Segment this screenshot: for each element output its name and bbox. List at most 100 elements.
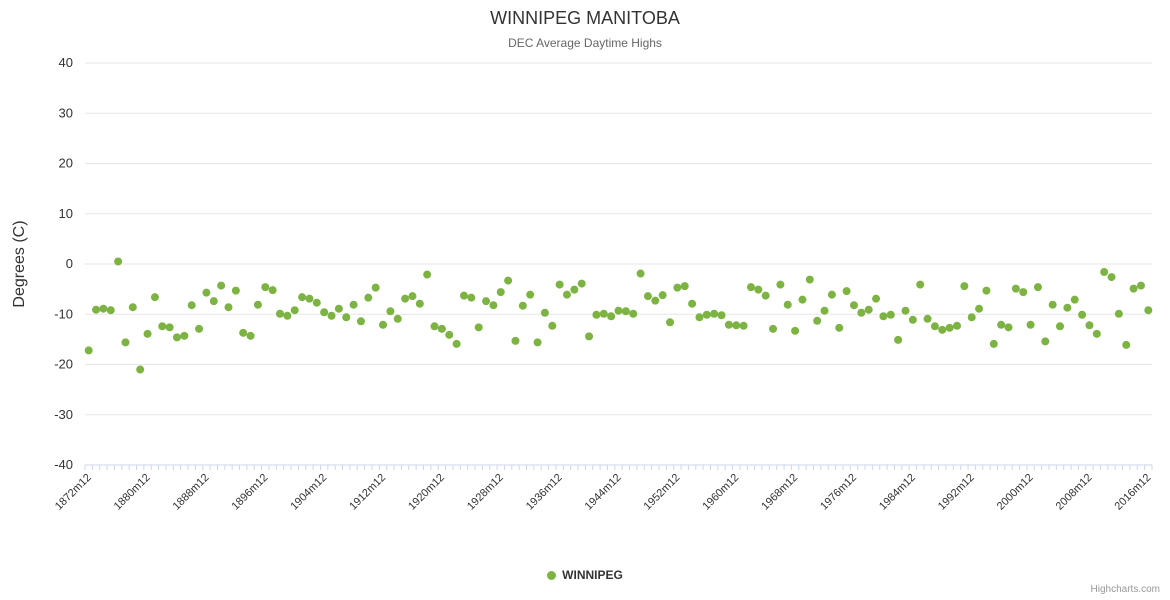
data-point-1923[interactable] bbox=[459, 291, 468, 300]
data-point-2008[interactable] bbox=[1085, 321, 1094, 330]
data-point-1928[interactable] bbox=[496, 288, 505, 297]
data-point-1886[interactable] bbox=[187, 301, 196, 310]
data-point-1879[interactable] bbox=[136, 365, 145, 374]
data-point-1918[interactable] bbox=[423, 270, 432, 279]
data-point-1978[interactable] bbox=[864, 305, 873, 314]
data-point-1907[interactable] bbox=[342, 313, 351, 322]
data-point-1873[interactable] bbox=[92, 305, 101, 314]
data-point-1931[interactable] bbox=[518, 301, 527, 310]
data-point-1892[interactable] bbox=[231, 286, 240, 295]
data-point-1894[interactable] bbox=[246, 331, 255, 340]
data-point-2016[interactable] bbox=[1144, 306, 1153, 315]
data-point-1951[interactable] bbox=[666, 318, 675, 327]
data-point-1874[interactable] bbox=[99, 304, 108, 313]
data-point-1976[interactable] bbox=[849, 301, 858, 310]
data-point-1988[interactable] bbox=[938, 325, 947, 334]
data-point-1943[interactable] bbox=[607, 312, 616, 321]
data-point-1982[interactable] bbox=[894, 335, 903, 344]
data-point-2010[interactable] bbox=[1100, 268, 1109, 277]
data-point-1878[interactable] bbox=[128, 303, 137, 312]
data-point-1876[interactable] bbox=[114, 257, 123, 266]
data-point-1905[interactable] bbox=[327, 311, 336, 320]
data-point-1875[interactable] bbox=[106, 306, 115, 315]
data-point-1922[interactable] bbox=[452, 339, 461, 348]
data-point-1970[interactable] bbox=[805, 275, 814, 284]
data-point-1944[interactable] bbox=[614, 306, 623, 315]
data-point-1880[interactable] bbox=[143, 329, 152, 338]
data-point-1987[interactable] bbox=[930, 322, 939, 331]
data-point-1941[interactable] bbox=[592, 310, 601, 319]
data-point-2000[interactable] bbox=[1026, 320, 1035, 329]
data-point-1888[interactable] bbox=[202, 288, 211, 297]
data-point-1891[interactable] bbox=[224, 303, 233, 312]
data-point-1906[interactable] bbox=[334, 304, 343, 313]
data-point-1936[interactable] bbox=[555, 280, 564, 289]
data-point-1950[interactable] bbox=[658, 291, 667, 300]
data-point-1940[interactable] bbox=[585, 332, 594, 341]
data-point-1974[interactable] bbox=[835, 323, 844, 332]
data-point-1938[interactable] bbox=[570, 285, 579, 294]
data-point-1969[interactable] bbox=[798, 295, 807, 304]
data-point-1889[interactable] bbox=[209, 297, 218, 306]
data-point-1965[interactable] bbox=[769, 324, 778, 333]
data-point-1960[interactable] bbox=[732, 321, 741, 330]
data-point-1920[interactable] bbox=[437, 324, 446, 333]
data-point-1972[interactable] bbox=[820, 306, 829, 315]
data-point-2009[interactable] bbox=[1092, 329, 1101, 338]
data-point-1884[interactable] bbox=[172, 333, 181, 342]
legend-item-winnipeg[interactable]: WINNIPEG bbox=[547, 568, 623, 582]
data-point-1967[interactable] bbox=[783, 300, 792, 309]
data-point-1996[interactable] bbox=[997, 320, 1006, 329]
data-point-1877[interactable] bbox=[121, 338, 130, 347]
data-point-1910[interactable] bbox=[364, 293, 373, 302]
data-point-1984[interactable] bbox=[908, 315, 917, 324]
data-point-2013[interactable] bbox=[1122, 340, 1131, 349]
data-point-1963[interactable] bbox=[754, 285, 763, 294]
data-point-2007[interactable] bbox=[1078, 310, 1087, 319]
data-point-1973[interactable] bbox=[827, 290, 836, 299]
data-point-1977[interactable] bbox=[857, 308, 866, 317]
data-point-1968[interactable] bbox=[791, 326, 800, 335]
data-point-1872[interactable] bbox=[84, 346, 93, 355]
data-point-2014[interactable] bbox=[1129, 284, 1138, 293]
data-point-1883[interactable] bbox=[165, 323, 174, 332]
data-point-1904[interactable] bbox=[320, 308, 329, 317]
data-point-1958[interactable] bbox=[717, 311, 726, 320]
data-point-1913[interactable] bbox=[386, 307, 395, 316]
data-point-2006[interactable] bbox=[1070, 295, 1079, 304]
data-point-1993[interactable] bbox=[975, 304, 984, 313]
data-point-2012[interactable] bbox=[1114, 309, 1123, 318]
data-point-1991[interactable] bbox=[960, 282, 969, 291]
data-point-1897[interactable] bbox=[268, 286, 277, 295]
data-point-1885[interactable] bbox=[180, 331, 189, 340]
data-point-1927[interactable] bbox=[489, 301, 498, 310]
data-point-1983[interactable] bbox=[901, 306, 910, 315]
data-point-1952[interactable] bbox=[673, 283, 682, 292]
data-point-1925[interactable] bbox=[474, 323, 483, 332]
data-point-2005[interactable] bbox=[1063, 303, 1072, 312]
data-point-1916[interactable] bbox=[408, 292, 417, 301]
data-point-1921[interactable] bbox=[445, 330, 454, 339]
highcharts-credit-link[interactable]: Highcharts.com bbox=[1090, 584, 1160, 595]
data-point-1881[interactable] bbox=[150, 293, 159, 302]
data-point-1997[interactable] bbox=[1004, 323, 1013, 332]
data-point-1980[interactable] bbox=[879, 312, 888, 321]
data-point-1955[interactable] bbox=[695, 313, 704, 322]
data-point-1917[interactable] bbox=[415, 299, 424, 308]
data-point-2003[interactable] bbox=[1048, 300, 1057, 309]
data-point-1900[interactable] bbox=[290, 306, 299, 315]
data-point-1981[interactable] bbox=[886, 310, 895, 319]
data-point-1919[interactable] bbox=[430, 322, 439, 331]
data-point-1890[interactable] bbox=[217, 281, 226, 290]
data-point-1949[interactable] bbox=[651, 296, 660, 305]
data-point-1992[interactable] bbox=[967, 313, 976, 322]
data-point-1989[interactable] bbox=[945, 323, 954, 332]
data-point-2002[interactable] bbox=[1041, 337, 1050, 346]
data-point-1956[interactable] bbox=[702, 310, 711, 319]
data-point-1914[interactable] bbox=[393, 314, 402, 323]
data-point-1903[interactable] bbox=[312, 298, 321, 307]
data-point-1957[interactable] bbox=[710, 309, 719, 318]
data-point-1964[interactable] bbox=[761, 291, 770, 300]
data-point-1912[interactable] bbox=[379, 320, 388, 329]
data-point-1882[interactable] bbox=[158, 322, 167, 331]
